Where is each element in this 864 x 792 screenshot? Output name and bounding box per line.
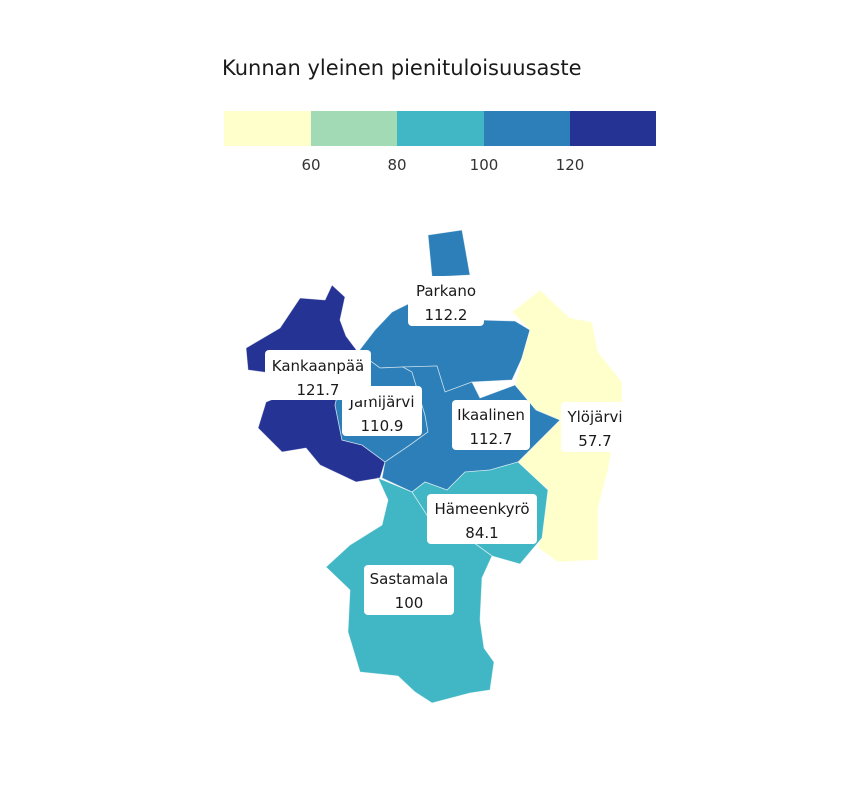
label-ylojarvi-value: 57.7	[578, 432, 611, 450]
label-kankaanpaa-overlay: Kankaanpää 121.7	[265, 350, 371, 400]
label-ylojarvi-name: Ylöjärvi	[566, 408, 622, 426]
legend-bin-2	[311, 111, 397, 146]
label-hameenkyro-value: 84.1	[465, 524, 498, 542]
label-ikaalinen-value: 112.7	[470, 430, 513, 448]
legend-tick-100: 100	[470, 156, 499, 174]
legend-tick-120: 120	[556, 156, 585, 174]
svg-text:Kankaanpää: Kankaanpää	[272, 357, 365, 375]
label-ylojarvi: Ylöjärvi 57.7	[561, 402, 629, 452]
label-hameenkyro-name: Hämeenkyrö	[434, 500, 529, 518]
label-ikaalinen: Ikaalinen 112.7	[452, 400, 530, 450]
legend-tick-80: 80	[387, 156, 406, 174]
region-labels: Parkano 112.2 Jämijärvi 110.9 Kankaanpää…	[265, 276, 629, 615]
label-parkano-name: Parkano	[416, 282, 476, 300]
svg-text:121.7: 121.7	[297, 381, 340, 399]
region-parkano[interactable]	[427, 229, 471, 278]
label-jamijarvi-value: 110.9	[361, 417, 404, 435]
label-sastamala-value: 100	[395, 594, 424, 612]
legend-bin-1	[224, 111, 311, 146]
label-parkano-value: 112.2	[425, 306, 468, 324]
legend-colorbar	[224, 111, 656, 146]
legend-ticks: 60 80 100 120	[301, 156, 584, 174]
legend-bin-5	[570, 111, 656, 146]
legend-tick-60: 60	[301, 156, 320, 174]
label-sastamala: Sastamala 100	[364, 565, 454, 615]
label-ikaalinen-name: Ikaalinen	[457, 406, 525, 424]
legend-title: Kunnan yleinen pienituloisuusaste	[222, 56, 582, 80]
label-hameenkyro: Hämeenkyrö 84.1	[427, 494, 537, 544]
label-sastamala-name: Sastamala	[370, 570, 449, 588]
legend-bin-4	[484, 111, 570, 146]
legend-bin-3	[397, 111, 484, 146]
label-parkano: Parkano 112.2	[408, 276, 484, 326]
